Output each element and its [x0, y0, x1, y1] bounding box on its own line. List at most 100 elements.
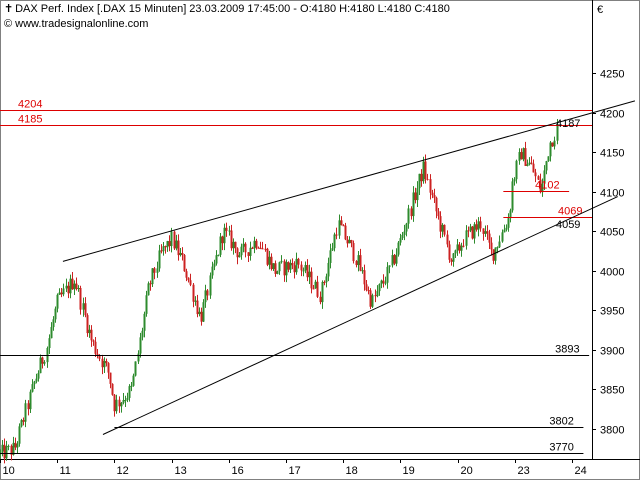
candle-body [342, 225, 345, 227]
candle-body [363, 270, 366, 285]
candle-body [240, 246, 243, 256]
candle-body [67, 285, 70, 294]
candle-body [232, 241, 235, 249]
candle-body [84, 303, 87, 316]
candle-body [287, 262, 290, 270]
candle-body [361, 270, 364, 272]
candle-body [553, 140, 556, 147]
candle-body [107, 363, 110, 373]
x-tick-label: 12 [117, 465, 129, 477]
candle-body [433, 195, 436, 198]
candle-body [7, 445, 10, 447]
y-tick-label: 4200 [600, 109, 624, 121]
candle-body [39, 357, 42, 374]
candle-body [90, 329, 93, 341]
candle-body [192, 284, 195, 302]
candle-body [507, 218, 510, 228]
candle-body [153, 268, 156, 273]
candle-body [471, 226, 474, 239]
candle-body [401, 234, 404, 239]
candle-body [494, 247, 497, 261]
candle-body [43, 362, 46, 364]
candle-body [244, 243, 247, 253]
x-tick-label: 24 [575, 465, 587, 477]
candle-body [12, 442, 15, 455]
candle-body [374, 295, 377, 297]
level-4102-label: 4102 [535, 180, 559, 192]
candle-body [306, 265, 309, 278]
candle-body [365, 284, 368, 291]
candle-body [441, 224, 444, 232]
candle-body [79, 287, 82, 310]
candle-body [492, 249, 495, 261]
candle-body [509, 210, 512, 219]
candle-body [198, 311, 201, 315]
candle-body [488, 233, 491, 243]
candle-body [435, 197, 438, 212]
candle-body [257, 247, 260, 249]
candle-body [179, 252, 182, 256]
candle-body [469, 226, 472, 231]
candle-body [410, 208, 413, 217]
candle-body [443, 224, 446, 235]
candle-body [327, 262, 330, 277]
candle-body [458, 244, 461, 251]
candle-body [109, 372, 112, 384]
candle-body [268, 256, 271, 265]
candle-body [475, 224, 478, 230]
candle-body [338, 220, 341, 236]
candle-body [247, 252, 250, 256]
candle-body [86, 315, 89, 334]
candle-body [200, 311, 203, 322]
candle-body [278, 262, 281, 272]
candle-body [164, 246, 167, 248]
candle-body [422, 161, 425, 182]
candle-body [285, 262, 288, 276]
candle-body [22, 420, 25, 422]
candle-body [384, 282, 387, 284]
level-4185-label: 4185 [18, 114, 42, 126]
candle-body [16, 443, 19, 448]
candle-body [24, 403, 27, 422]
annotation-4187: 4187 [556, 118, 580, 130]
candle-body [323, 281, 326, 283]
candle-body [270, 256, 273, 270]
candle-body [88, 329, 91, 334]
candle-body [346, 239, 349, 244]
candle-body [56, 294, 59, 309]
candle-body [234, 241, 237, 249]
candle-body [405, 223, 408, 232]
candle-body [551, 142, 554, 147]
y-tick-label: 3900 [600, 346, 624, 358]
candle-body [209, 275, 212, 296]
candle-body [473, 224, 476, 239]
candle-body [304, 265, 307, 271]
candle-body [490, 242, 493, 250]
candle-body [158, 250, 161, 269]
candle-body [98, 355, 101, 359]
candle-body [92, 340, 95, 342]
candle-body [352, 243, 355, 262]
candlestick-icon: ✝ [4, 3, 14, 15]
candle-body [126, 397, 129, 400]
candle-body [183, 255, 186, 272]
candle-body [238, 255, 241, 258]
candle-body [291, 262, 294, 266]
candle-body [261, 248, 264, 250]
candle-body [230, 230, 233, 249]
candle-body [50, 327, 53, 339]
candle-body [528, 162, 531, 165]
currency-label: € [597, 4, 604, 16]
candle-body [367, 290, 370, 292]
chart-title: ✝ DAX Perf. Index [.DAX 15 Minuten] 23.0… [4, 2, 450, 15]
candle-body [62, 288, 65, 295]
candle-body [416, 188, 419, 201]
candle-body [71, 278, 74, 290]
candle-body [403, 231, 406, 235]
candle-body [113, 394, 116, 412]
candle-body [386, 266, 389, 283]
candle-body [333, 234, 336, 249]
candle-body [132, 375, 135, 386]
candle-body [280, 260, 283, 263]
candle-body [122, 400, 125, 403]
